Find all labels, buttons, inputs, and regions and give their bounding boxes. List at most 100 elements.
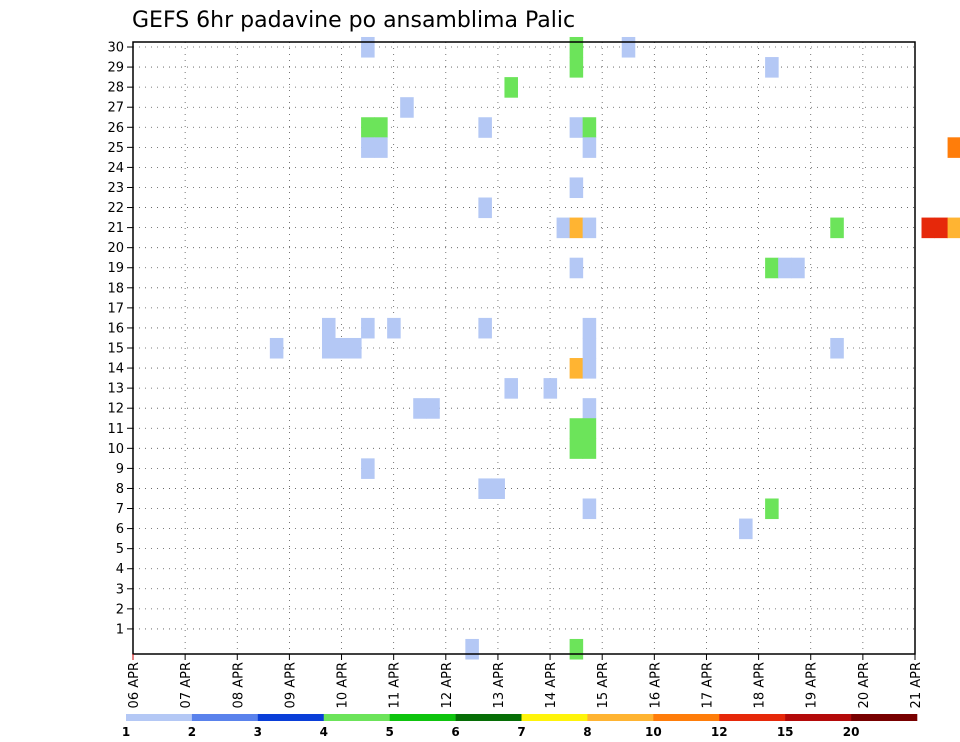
colorbar-segment: [719, 714, 786, 721]
y-tick-label: 21: [107, 221, 124, 236]
colorbar-tick-label: 10: [645, 725, 662, 739]
heatmap-cell: [478, 317, 492, 339]
heatmap-cell: [569, 257, 584, 279]
y-tick-label: 2: [116, 602, 124, 617]
y-tick-label: 5: [116, 542, 124, 557]
heatmap-cell: [569, 57, 584, 78]
y-tick-label: 8: [116, 482, 124, 497]
heatmap-cell: [921, 217, 936, 239]
heatmap-cell: [582, 358, 597, 379]
heatmap-cell: [947, 137, 960, 158]
grid: [132, 42, 916, 654]
heatmap-cell: [361, 317, 375, 339]
heatmap-cells: [269, 36, 960, 660]
heatmap-cell: [465, 638, 479, 660]
colorbar-segment: [851, 714, 918, 721]
y-tick-label: 15: [107, 342, 124, 357]
heatmap-cell: [582, 438, 597, 459]
colorbar-tick-label: 3: [254, 725, 262, 739]
heatmap-cell: [400, 97, 414, 118]
x-tick-label: 11 APR: [388, 662, 403, 708]
x-tick-label: 17 APR: [700, 662, 715, 708]
heatmap-cell: [947, 217, 960, 239]
x-tick-label: 12 APR: [440, 662, 455, 708]
heatmap-cell: [361, 458, 375, 479]
heatmap-cell: [569, 36, 584, 58]
heatmap-cell: [556, 217, 571, 239]
y-tick-label: 6: [116, 522, 124, 537]
heatmap-cell: [621, 36, 636, 58]
y-tick-label: 23: [107, 181, 124, 196]
y-tick-label: 20: [107, 241, 124, 256]
colorbar-segment: [389, 714, 456, 721]
x-tick-label: 09 APR: [283, 662, 298, 708]
x-tick-label: 10 APR: [336, 662, 351, 708]
x-tick-label: 07 APR: [179, 662, 194, 708]
colorbar-segment: [455, 714, 522, 721]
y-tick-label: 26: [107, 121, 124, 136]
heatmap-cell: [361, 117, 375, 138]
colorbar-segment: [257, 714, 325, 721]
heatmap-cell: [582, 217, 597, 239]
heatmap-cell: [934, 217, 949, 239]
chart-title: GEFS 6hr padavine po ansamblima Palic: [132, 8, 575, 33]
y-tick-label: 28: [107, 81, 124, 96]
y-tick-label: 14: [107, 362, 124, 377]
colorbar-tick-label: 15: [777, 725, 794, 739]
heatmap-cell: [582, 398, 597, 419]
x-tick-label: 19 APR: [805, 662, 820, 708]
heatmap-cell: [491, 478, 505, 499]
x-tick-label: 16 APR: [648, 662, 663, 708]
heatmap-cell: [582, 337, 597, 359]
y-tick-label: 27: [107, 101, 124, 116]
y-tick-label: 11: [107, 422, 124, 437]
x-tick-label: 08 APR: [231, 662, 246, 708]
heatmap-cell: [569, 438, 584, 459]
heatmap-cell: [478, 478, 492, 499]
colorbar-tick-label: 5: [385, 725, 393, 739]
heatmap-cell: [361, 137, 375, 158]
heatmap-cell: [374, 117, 388, 138]
heatmap-cell: [478, 117, 492, 138]
y-tick-label: 13: [107, 382, 124, 397]
heatmap-cell: [569, 638, 584, 660]
heatmap-cell: [348, 337, 362, 359]
colorbar-tick-label: 2: [188, 725, 196, 739]
heatmap-cell: [543, 378, 558, 399]
x-tick-label: 06 APR: [127, 662, 142, 708]
y-tick-label: 3: [116, 582, 124, 597]
heatmap-cell: [413, 398, 427, 419]
y-tick-label: 12: [107, 402, 124, 417]
x-tick-label: 13 APR: [492, 662, 507, 708]
heatmap-cell: [778, 257, 792, 279]
y-tick-label: 24: [107, 161, 124, 176]
heatmap-cell: [569, 358, 584, 379]
colorbar-tick-label: 1: [122, 725, 130, 739]
colorbar-segment: [191, 714, 259, 721]
colorbar-segment: [587, 714, 654, 721]
y-tick-label: 19: [107, 261, 124, 276]
y-tick-label: 17: [107, 301, 124, 316]
heatmap-cell: [269, 337, 284, 359]
heatmap-cell: [504, 378, 518, 399]
heatmap-cell: [321, 337, 336, 359]
heatmap-cell: [582, 137, 597, 158]
y-tick-label: 16: [107, 321, 124, 336]
heatmap-cell: [478, 197, 492, 219]
heatmap-cell: [361, 36, 375, 58]
heatmap-cell: [791, 257, 805, 279]
heatmap-cell: [335, 337, 349, 359]
heatmap-cell: [321, 317, 336, 339]
y-tick-label: 25: [107, 141, 124, 156]
y-tick-label: 10: [107, 442, 124, 457]
colorbar-segment: [785, 714, 852, 721]
colorbar-tick-label: 6: [451, 725, 459, 739]
heatmap-cell: [504, 77, 518, 98]
x-tick-label: 21 APR: [909, 662, 924, 708]
colorbar: 1 2 3 4 5 6 7 8 10 12 15 20: [122, 714, 918, 739]
heatmap-cell: [765, 257, 779, 279]
heatmap-cell: [426, 398, 440, 419]
heatmap-cell: [765, 57, 779, 78]
heatmap-cell: [582, 498, 597, 520]
y-tick-label: 9: [116, 462, 124, 477]
